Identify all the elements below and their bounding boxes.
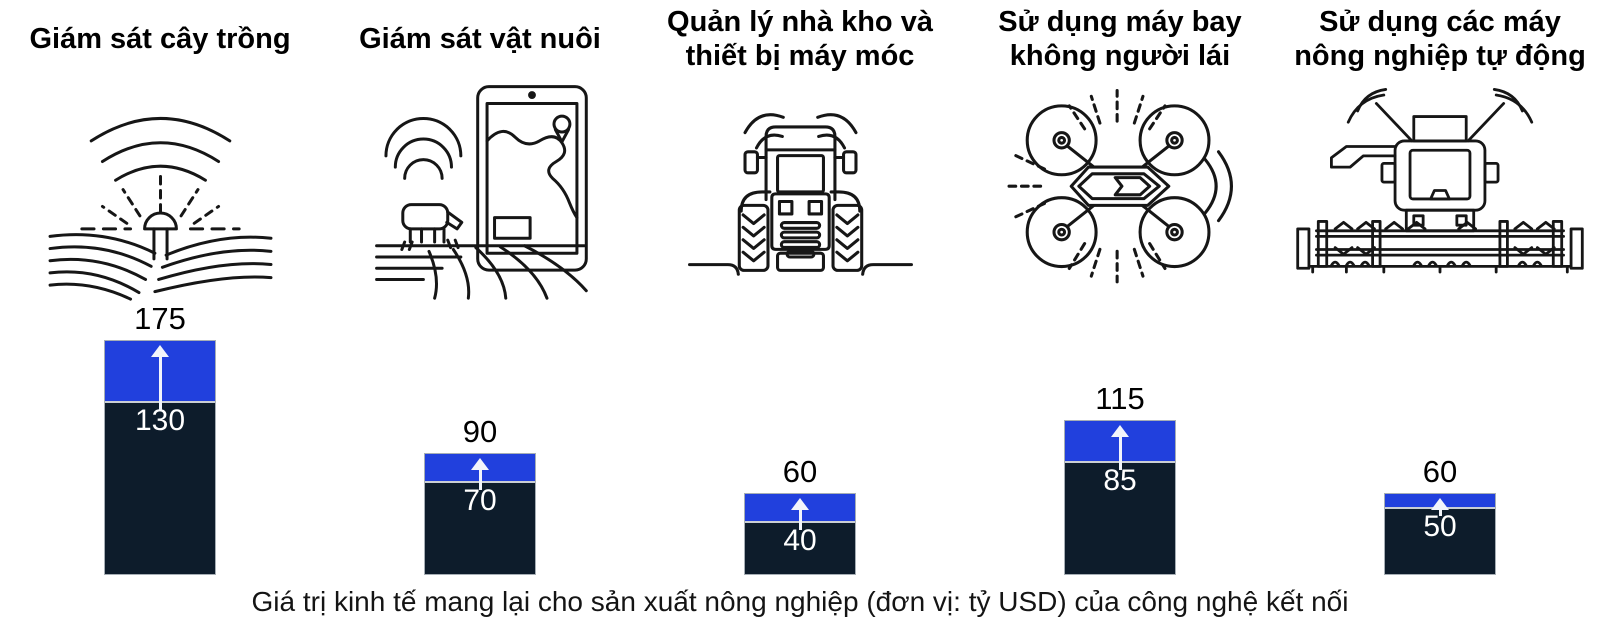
bar-base-segment: 70 <box>425 481 535 574</box>
bar-base-segment: 130 <box>105 401 215 574</box>
bar-group: 60 40 <box>744 302 856 575</box>
base-value-label: 50 <box>1423 510 1457 543</box>
bar-base-segment: 50 <box>1385 507 1495 574</box>
base-value-label: 40 <box>783 524 817 557</box>
combine-harvester-icon <box>1286 80 1594 302</box>
column-livestock-monitoring: Giám sát vật nuôi <box>320 0 640 575</box>
bar-base-segment: 40 <box>745 521 855 574</box>
up-arrow-icon <box>105 345 215 410</box>
bar-increase-segment <box>425 454 535 490</box>
column-warehouse-machinery: Quản lý nhà kho và thiết bị máy móc <box>640 0 960 575</box>
tractor-icon <box>683 80 918 302</box>
total-value-label: 60 <box>782 454 818 489</box>
stacked-bar: 85 <box>1064 420 1176 575</box>
column-title: Quản lý nhà kho và thiết bị máy móc <box>667 6 933 72</box>
infographic-chart: Giám sát cây trồng <box>0 0 1600 575</box>
stacked-bar: 70 <box>424 453 536 575</box>
base-value-label: 85 <box>1103 464 1137 497</box>
drone-icon <box>1000 80 1240 302</box>
total-value-label: 175 <box>134 301 186 336</box>
base-value-label: 130 <box>134 404 186 437</box>
column-title: Giám sát vật nuôi <box>359 23 601 56</box>
tablet-livestock-icon <box>358 80 603 302</box>
stacked-bar: 50 <box>1384 493 1496 575</box>
stacked-bar: 40 <box>744 493 856 575</box>
bar-base-segment: 85 <box>1065 461 1175 574</box>
bar-increase-segment <box>1385 494 1495 516</box>
bar-group: 60 50 <box>1384 302 1496 575</box>
column-title: Sử dụng các máy nông nghiệp tự động <box>1294 6 1586 72</box>
crop-field-sensor-icon <box>43 80 278 302</box>
column-autonomous-machinery: Sử dụng các máy nông nghiệp tự động <box>1280 0 1600 575</box>
total-value-label: 90 <box>462 414 498 449</box>
bar-group: 90 70 <box>424 302 536 575</box>
bar-increase-segment <box>105 341 215 410</box>
bar-group: 115 85 <box>1064 302 1176 575</box>
bar-group: 175 130 <box>104 301 216 575</box>
column-crop-monitoring: Giám sát cây trồng <box>0 0 320 575</box>
chart-caption: Giá trị kinh tế mang lại cho sản xuất nô… <box>251 586 1349 617</box>
stacked-bar: 130 <box>104 340 216 575</box>
column-drones: Sử dụng máy bay không người lái <box>960 0 1280 575</box>
total-value-label: 115 <box>1095 381 1145 416</box>
bar-increase-segment <box>1065 421 1175 470</box>
column-title: Giám sát cây trồng <box>29 23 291 56</box>
total-value-label: 60 <box>1422 454 1458 489</box>
bar-increase-segment <box>745 494 855 530</box>
base-value-label: 70 <box>463 484 497 517</box>
column-title: Sử dụng máy bay không người lái <box>998 6 1242 72</box>
